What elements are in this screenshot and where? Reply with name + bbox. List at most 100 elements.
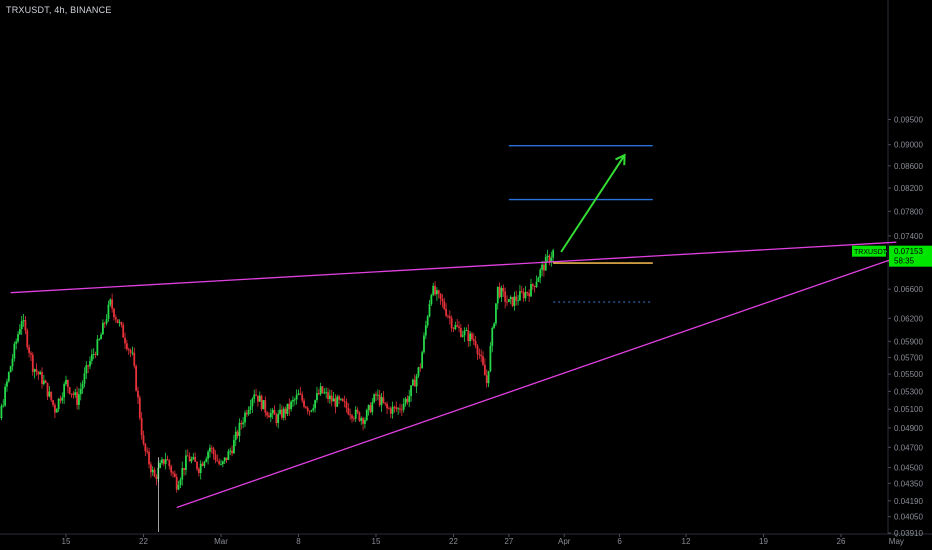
- candle-body: [360, 418, 363, 421]
- candle-body: [391, 406, 394, 414]
- candle-body: [76, 392, 78, 405]
- candle-body: [129, 349, 132, 353]
- candle-body: [400, 409, 403, 411]
- candle-body: [39, 372, 42, 375]
- candle-body: [173, 473, 176, 477]
- candle-body: [46, 382, 49, 397]
- candle-body: [255, 394, 257, 396]
- candle-body: [476, 345, 479, 354]
- candle-body: [201, 463, 204, 466]
- candle-body: [149, 464, 152, 473]
- candle-body: [197, 468, 200, 474]
- candle-body: [522, 292, 525, 299]
- candle-body: [166, 459, 169, 461]
- candle-body: [94, 354, 97, 355]
- candle-body: [502, 288, 505, 292]
- candle-body: [308, 411, 311, 412]
- candle-body: [463, 330, 466, 336]
- candle-body: [435, 290, 438, 295]
- candle-body: [421, 352, 424, 369]
- candle-body: [432, 285, 435, 296]
- arrow-head: [615, 153, 626, 166]
- candle-body: [495, 303, 497, 324]
- candle-body: [168, 460, 171, 467]
- candle-body: [423, 335, 425, 353]
- candle-body: [114, 317, 117, 320]
- candle-body: [434, 285, 436, 295]
- candle-body: [85, 365, 88, 374]
- candle-body: [439, 293, 442, 299]
- candle-body: [454, 325, 457, 329]
- candle-body: [159, 463, 162, 468]
- candle-body: [2, 405, 5, 407]
- y-tick-label: 0.08600: [894, 162, 923, 171]
- candle-body: [358, 412, 361, 421]
- candle-body: [301, 394, 304, 401]
- candle-body: [41, 372, 43, 385]
- candle-body: [306, 407, 309, 412]
- candle-body: [511, 296, 514, 306]
- candle-body: [24, 320, 27, 331]
- candle-body: [340, 398, 342, 400]
- projection-arrow[interactable]: [560, 154, 626, 253]
- candle-body: [55, 409, 58, 413]
- candle-body: [539, 269, 542, 278]
- candle-body: [279, 409, 281, 414]
- candle-body: [364, 420, 366, 424]
- candle-body: [393, 406, 396, 408]
- candle-body: [52, 400, 54, 405]
- candle-body: [221, 461, 224, 465]
- candle-body: [247, 409, 250, 415]
- candle-body: [102, 322, 104, 335]
- candle-body: [216, 460, 219, 462]
- candle-body: [118, 322, 121, 324]
- candle-body: [448, 316, 451, 319]
- candle-body: [332, 398, 335, 402]
- candle-body: [526, 292, 529, 294]
- y-tick-label: 0.09500: [894, 116, 923, 125]
- candle-body: [190, 459, 193, 462]
- candle-body: [122, 324, 125, 338]
- candle-body: [11, 358, 14, 367]
- candle-body: [155, 476, 158, 479]
- candle-body: [456, 325, 459, 327]
- candle-body: [369, 404, 372, 413]
- candle-body: [428, 304, 431, 317]
- candle-body: [384, 402, 387, 404]
- candle-body: [312, 408, 315, 411]
- candle-body: [327, 392, 329, 400]
- x-tick-label: 15: [372, 537, 381, 546]
- y-tick-label: 0.05300: [894, 387, 923, 396]
- candle-body: [44, 380, 47, 383]
- x-tick-label: 22: [139, 537, 148, 546]
- candle-body: [233, 439, 235, 454]
- candle-body: [386, 403, 388, 409]
- candle-body: [205, 458, 208, 462]
- x-tick-label: May: [889, 537, 904, 546]
- candle-body: [519, 291, 521, 301]
- candle-body: [54, 404, 56, 413]
- candle-body: [524, 292, 527, 299]
- candle-body: [273, 409, 276, 415]
- candle-body: [124, 337, 126, 344]
- candle-body: [6, 381, 8, 387]
- candle-body: [314, 400, 317, 409]
- y-tick-label: 0.07800: [894, 207, 923, 216]
- wedge-lower-trendline[interactable]: [176, 253, 908, 509]
- candle-body: [467, 330, 470, 342]
- x-tick-label: 15: [62, 537, 71, 546]
- candle-body: [537, 277, 540, 282]
- candle-body: [135, 365, 138, 391]
- candle-body: [472, 339, 475, 341]
- candle-body: [142, 435, 145, 444]
- candle-body: [72, 393, 75, 396]
- candle-body: [458, 326, 460, 329]
- x-tick-label: 8: [296, 537, 301, 546]
- candle-body: [304, 406, 307, 408]
- wedge-upper-trendline[interactable]: [10, 241, 897, 294]
- y-tick-label: 0.06600: [894, 285, 923, 294]
- candle-body: [78, 394, 80, 405]
- candle-body: [325, 392, 328, 394]
- x-tick-label: Apr: [558, 537, 571, 546]
